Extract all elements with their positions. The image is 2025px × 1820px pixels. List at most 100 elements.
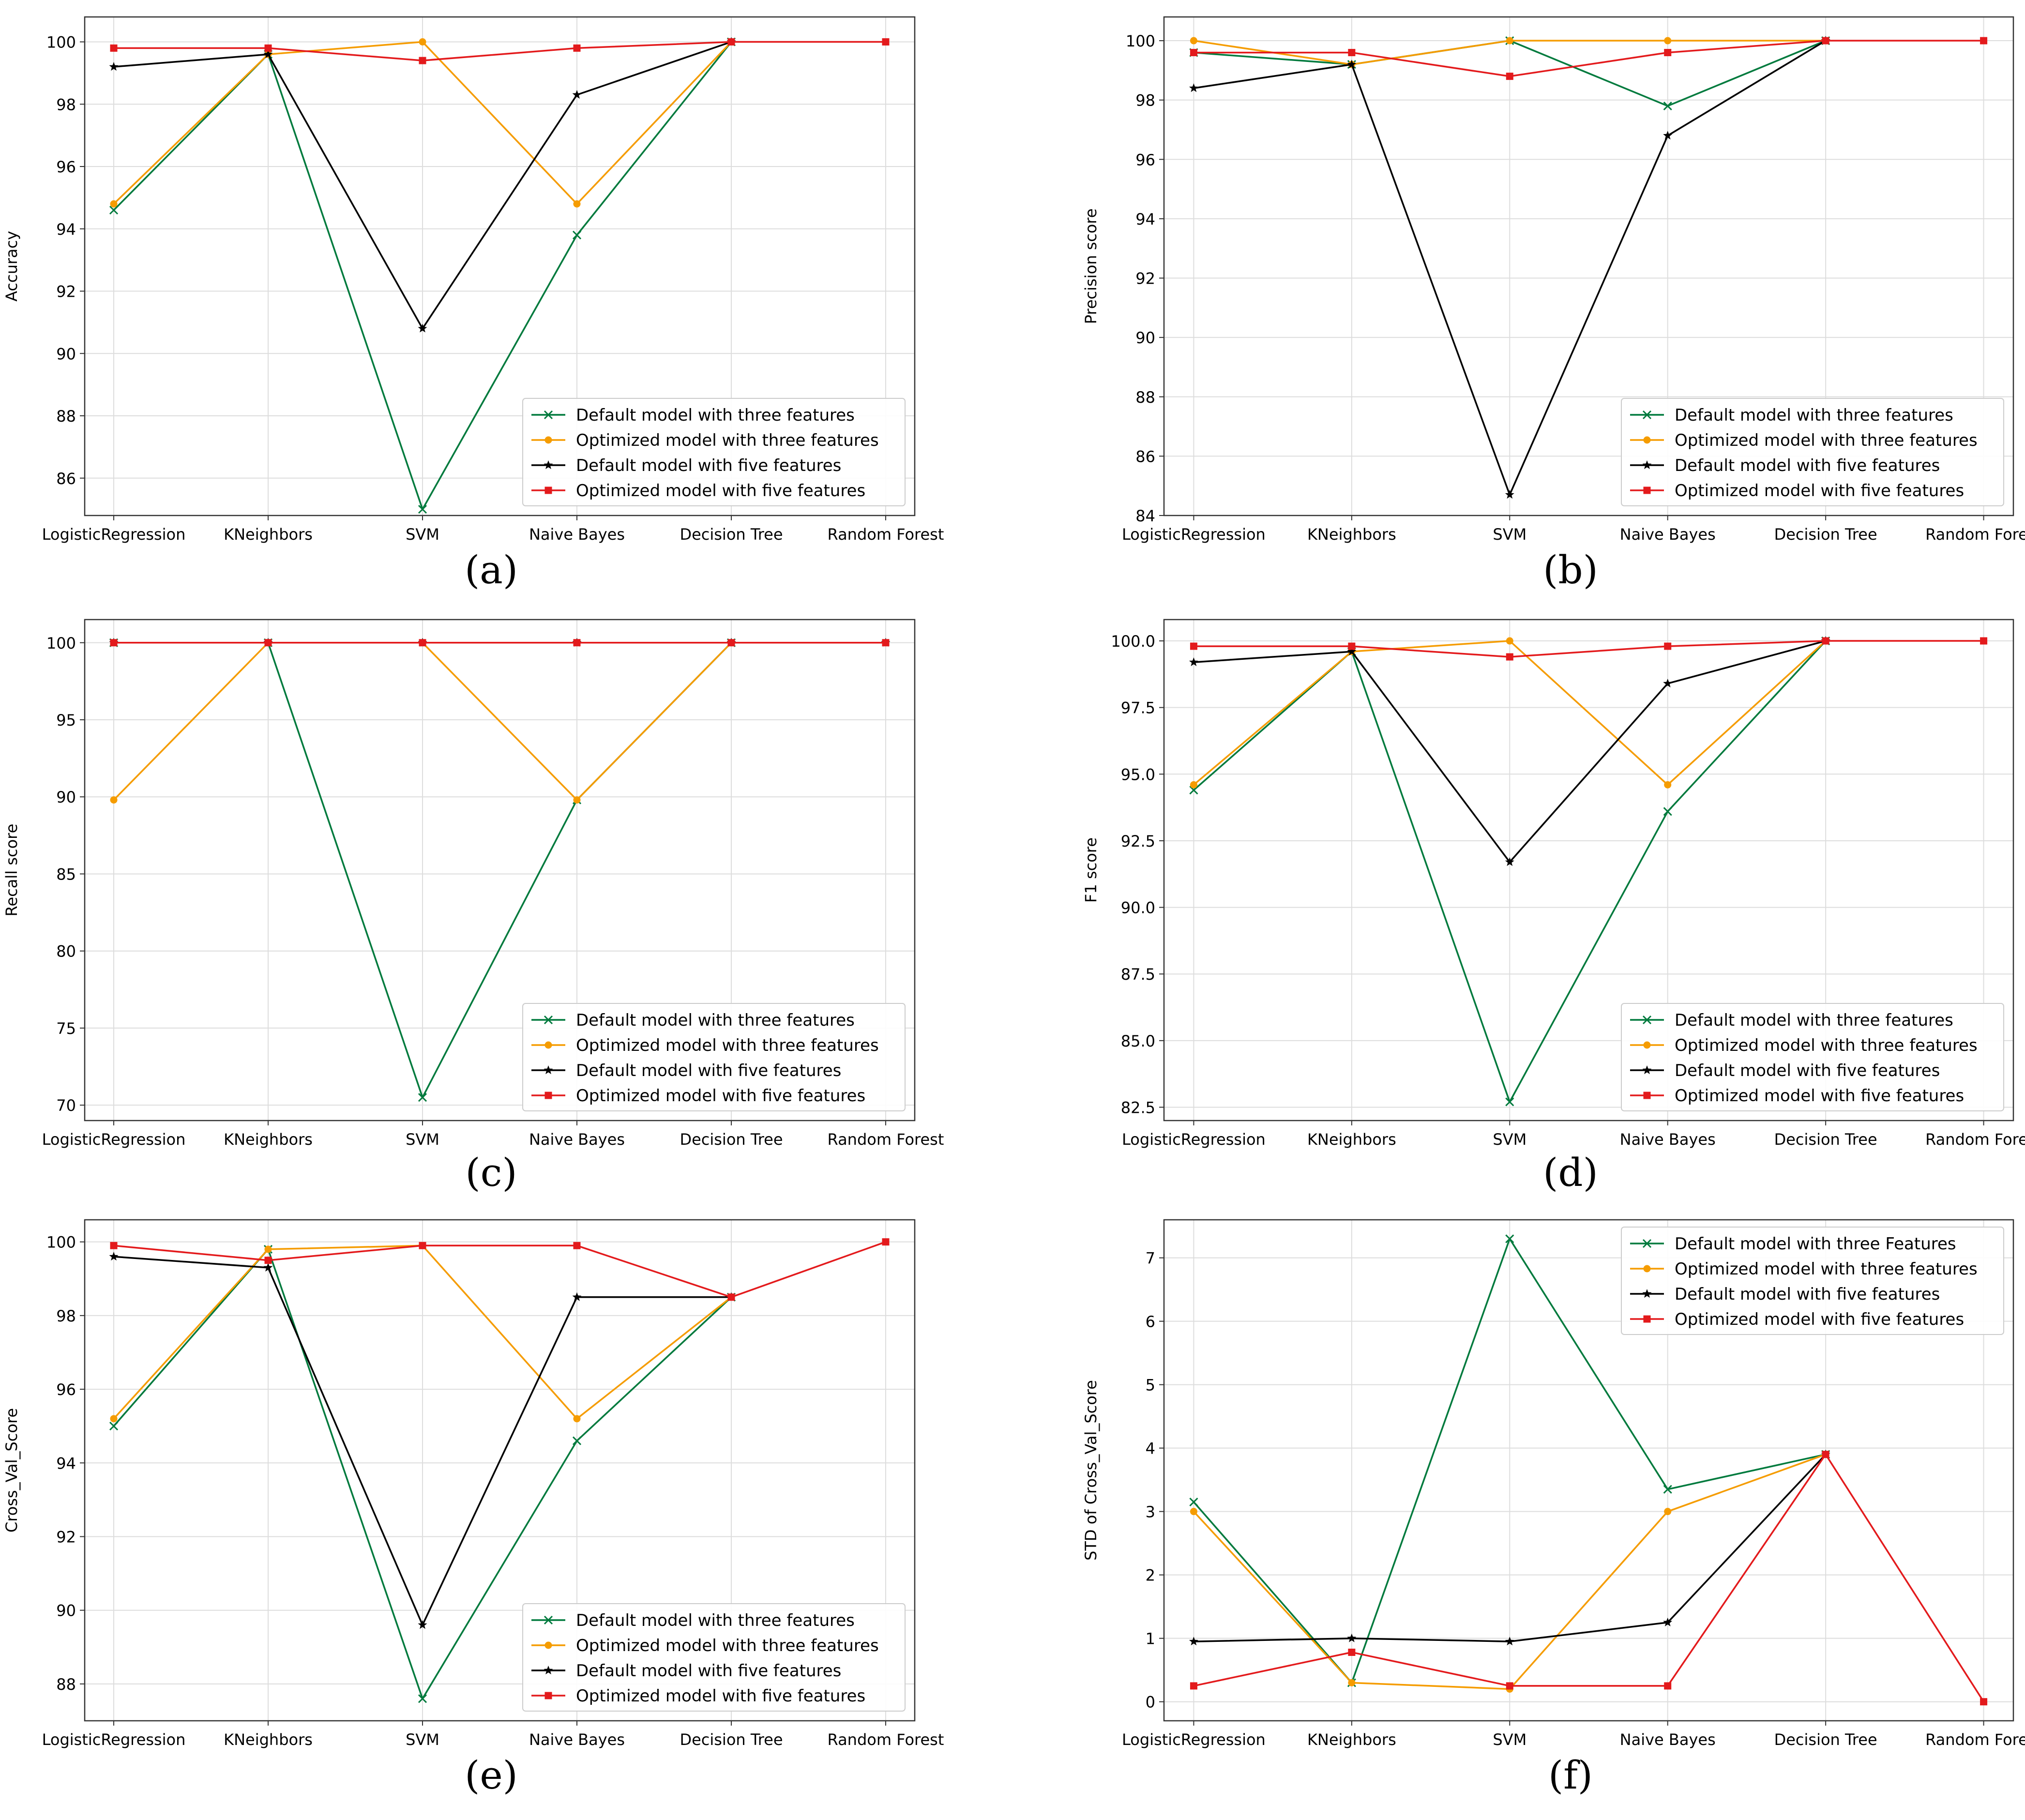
legend: Default model with three features Optimiz… xyxy=(1621,1003,2004,1111)
legend-box xyxy=(522,1603,906,1712)
data-point xyxy=(1189,657,1198,667)
y-tick-label: 5 xyxy=(1146,1376,1155,1395)
data-point xyxy=(418,1694,427,1703)
legend-label: Default model with five features xyxy=(1675,456,1940,475)
legend-label: Optimized model with three features xyxy=(576,431,879,450)
series-line xyxy=(114,41,886,61)
series-line xyxy=(1194,640,1984,658)
y-axis-label: Precision score xyxy=(1082,209,1100,324)
x-tick-label: SVM xyxy=(1493,1730,1526,1749)
x-tick-label: Decision Tree xyxy=(680,1130,783,1149)
legend-item: Optimized model with three features xyxy=(531,431,879,450)
data-point-stroke xyxy=(1642,1239,1652,1248)
data-point xyxy=(1189,786,1198,795)
data-point xyxy=(573,1415,581,1423)
legend: Default model with three features Optimiz… xyxy=(522,1603,906,1712)
legend-label: Default model with three features xyxy=(576,1611,855,1630)
data-point xyxy=(418,1620,427,1629)
data-point xyxy=(544,410,553,420)
data-point xyxy=(1506,653,1513,661)
data-point xyxy=(109,1252,119,1261)
data-point xyxy=(1643,1092,1651,1099)
series-4 xyxy=(1190,637,1988,661)
x-tick-label: Naive Bayes xyxy=(529,1730,625,1749)
legend-item: Default model with three features xyxy=(531,1011,855,1030)
data-point xyxy=(1190,642,1197,650)
x-tick-label: LogisticRegression xyxy=(1122,1730,1266,1749)
legend-label: Optimized model with three features xyxy=(1675,1259,1978,1279)
x-tick-label: Random Forest xyxy=(1925,1730,2025,1749)
y-tick-label: 6 xyxy=(1146,1313,1155,1331)
data-point xyxy=(1664,49,1672,57)
y-tick-label: 100 xyxy=(1126,32,1155,50)
data-point xyxy=(263,49,273,59)
legend: Default model with three features Optimiz… xyxy=(522,1003,906,1111)
legend-box xyxy=(1621,1227,2004,1335)
y-tick-label: 97.5 xyxy=(1121,699,1155,717)
data-point xyxy=(1642,1289,1652,1298)
legend-item: Optimized model with five features xyxy=(1630,1310,1964,1329)
data-point xyxy=(572,1292,582,1301)
legend-item: Default model with three features xyxy=(1630,1011,1953,1030)
data-point xyxy=(110,200,118,208)
x-tick-label: SVM xyxy=(1493,525,1526,544)
x-tick-label: LogisticRegression xyxy=(42,1130,186,1149)
y-axis-label: Recall score xyxy=(2,824,21,917)
x-tick-label: Random Forest xyxy=(828,525,944,544)
legend-label: Default model with five features xyxy=(576,1661,841,1681)
legend-label: Default model with three features xyxy=(1675,1011,1953,1030)
y-tick-label: 90 xyxy=(56,788,76,806)
data-point xyxy=(1663,131,1673,140)
data-point xyxy=(1348,1679,1356,1686)
x-tick-label: SVM xyxy=(406,525,439,544)
y-tick-label: 96 xyxy=(56,1380,76,1399)
series-4 xyxy=(110,38,890,64)
legend-item: Default model with five features xyxy=(1630,456,1940,475)
data-point-stroke xyxy=(1642,410,1652,420)
plot-frame xyxy=(84,1219,916,1722)
y-tick-label: 82.5 xyxy=(1121,1098,1155,1117)
series-4 xyxy=(1190,37,1988,80)
y-tick-label: 2 xyxy=(1146,1566,1155,1585)
data-point xyxy=(573,639,581,647)
legend-label: Optimized model with three features xyxy=(576,1636,879,1655)
legend-label: Optimized model with three features xyxy=(1675,431,1978,450)
data-point xyxy=(1348,1649,1356,1656)
y-axis-label: Accuracy xyxy=(2,231,21,302)
data-point xyxy=(419,1242,426,1249)
series-4 xyxy=(1190,1451,1988,1706)
data-point-stroke xyxy=(1663,1485,1672,1494)
legend-label: Optimized model with five features xyxy=(1675,481,1964,500)
plot-frame xyxy=(84,619,916,1122)
x-tick-label: Decision Tree xyxy=(1774,525,1877,544)
y-tick-label: 80 xyxy=(56,942,76,961)
y-tick-label: 70 xyxy=(56,1096,76,1115)
y-tick-label: 1 xyxy=(1146,1630,1155,1648)
legend-item: Default model with five features xyxy=(531,1061,841,1080)
data-point xyxy=(544,1666,553,1675)
data-point xyxy=(1642,460,1652,470)
data-point xyxy=(418,1093,427,1102)
data-point xyxy=(573,796,581,804)
chart-panel-a: 86 88 90 92 94 96 98 100 LogisticRegression KNeig… xyxy=(2,16,944,592)
data-point xyxy=(1506,37,1513,45)
data-point-stroke xyxy=(572,1436,582,1445)
data-point xyxy=(1822,37,1829,45)
x-tick-label: KNeighbors xyxy=(224,1730,313,1749)
legend-label: Optimized model with three features xyxy=(1675,1036,1978,1055)
y-tick-label: 86 xyxy=(56,470,76,488)
data-point-stroke xyxy=(418,505,427,514)
x-tick-label: Naive Bayes xyxy=(1620,525,1716,544)
y-tick-label: 84 xyxy=(1135,507,1155,525)
x-tick-label: Random Forest xyxy=(1925,525,2025,544)
data-point xyxy=(1347,647,1357,656)
x-tick-label: KNeighbors xyxy=(224,525,313,544)
series-4 xyxy=(110,1238,890,1301)
x-tick-label: Random Forest xyxy=(1925,1130,2025,1149)
data-point xyxy=(1190,1682,1197,1690)
legend-label: Default model with three features xyxy=(576,1011,855,1030)
data-point xyxy=(1348,49,1356,57)
legend-label: Default model with five features xyxy=(576,456,841,475)
panel-caption: (e) xyxy=(465,1753,518,1798)
data-point xyxy=(109,206,119,215)
